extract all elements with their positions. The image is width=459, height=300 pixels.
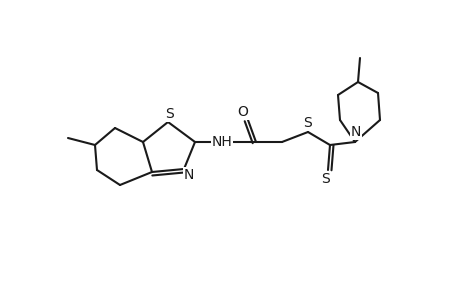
- Text: NH: NH: [211, 135, 232, 149]
- Text: S: S: [321, 172, 330, 186]
- Text: O: O: [237, 105, 248, 119]
- Text: N: N: [350, 125, 360, 139]
- Text: S: S: [303, 116, 312, 130]
- Text: N: N: [184, 168, 194, 182]
- Text: S: S: [165, 107, 174, 121]
